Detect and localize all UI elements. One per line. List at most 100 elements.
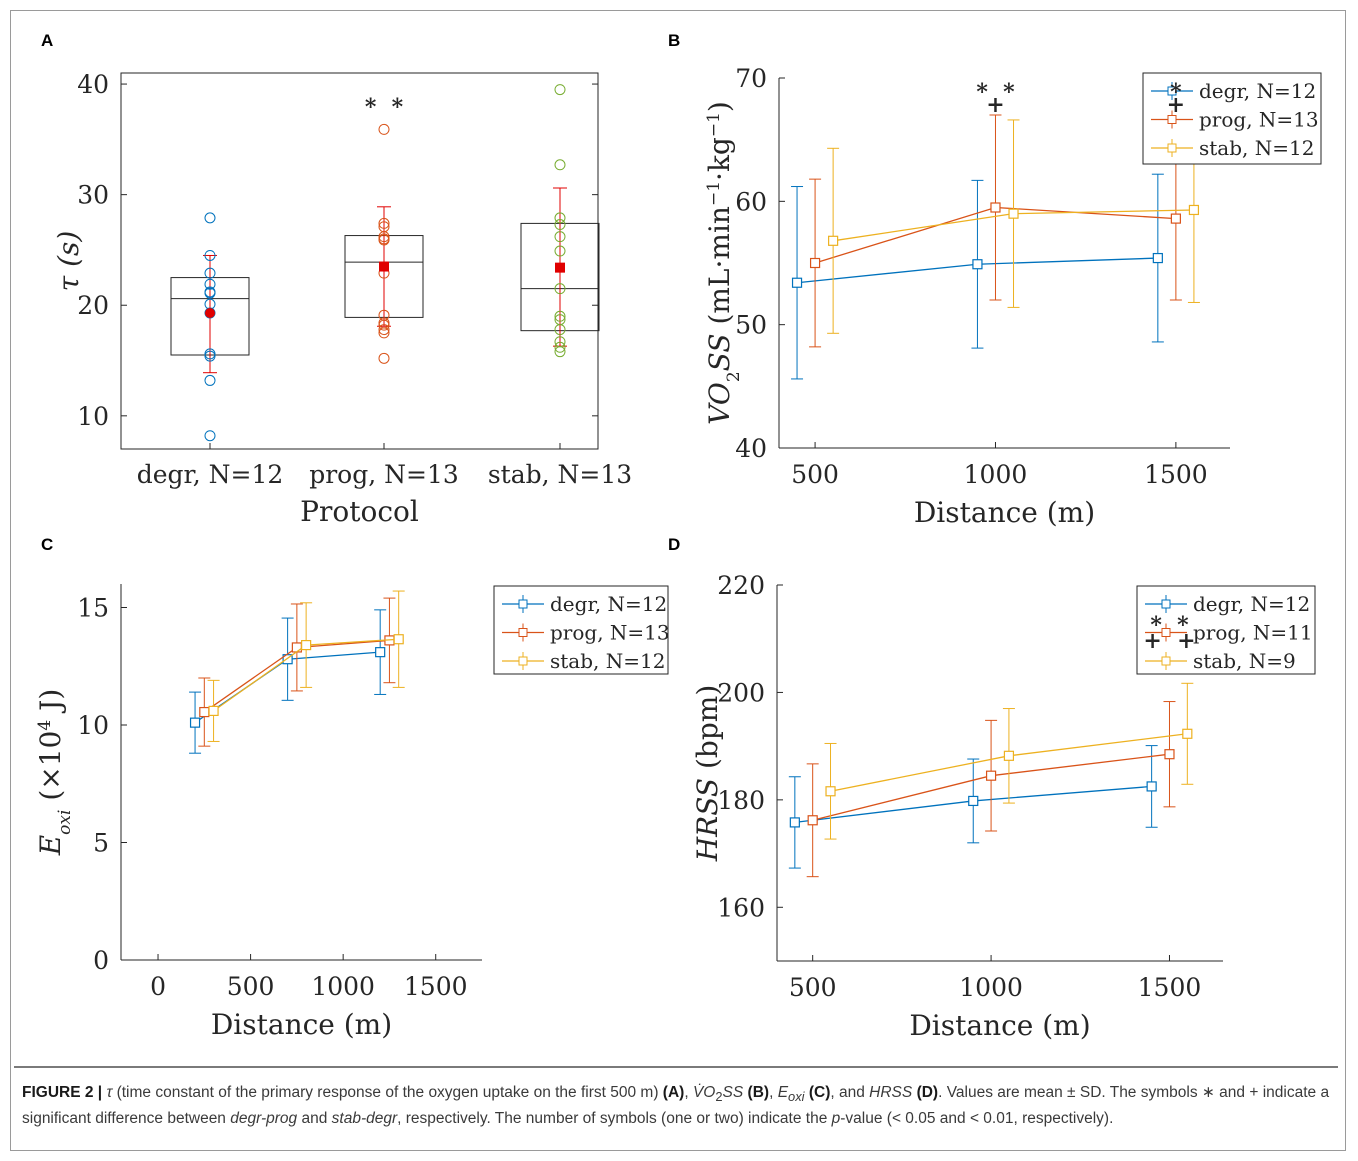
y-tick-label: 200	[717, 678, 765, 707]
data-point	[554, 310, 566, 322]
caption-part: HRSS	[869, 1084, 913, 1101]
y-axis-label-part: )	[703, 101, 736, 112]
y-axis-label-part: (bpm)	[691, 685, 724, 778]
data-point-marker	[828, 235, 839, 246]
y-tick-label: 220	[717, 571, 765, 600]
y-axis-label: τ (s)	[52, 231, 85, 292]
data-point	[204, 287, 216, 299]
data-point-marker	[985, 770, 997, 781]
x-tick-label: 500	[791, 460, 839, 489]
y-axis-label-part: 4	[35, 720, 55, 731]
data-point	[204, 249, 216, 261]
chart-c-eoxi: 0 5 10 15 0 500 1000 1500 Distance (m) Eoxi (×104…	[34, 584, 670, 1041]
y-axis-label-part: ·kg	[703, 137, 736, 181]
y-tick-label: 10	[77, 402, 109, 431]
data-point	[554, 159, 566, 171]
significance-marker: * *	[365, 94, 404, 120]
data-point	[204, 278, 216, 290]
x-tick-label: 1000	[964, 460, 1028, 489]
caption-part: . Values are mean ± SD. The symbols ∗ an…	[22, 1084, 1330, 1128]
caption-part: , and	[830, 1084, 870, 1101]
x-axis-label: Distance (m)	[211, 1008, 392, 1041]
legend-label: degr, N=12	[1199, 79, 1316, 103]
y-tick-label: 10	[77, 711, 109, 740]
caption-part: p	[831, 1110, 841, 1128]
x-tick-label: 500	[227, 972, 275, 1001]
legend-marker	[518, 599, 528, 609]
caption-part: ,	[769, 1084, 778, 1101]
y-tick-label: 40	[735, 434, 767, 463]
caption-part: oxi	[788, 1089, 805, 1105]
legend-marker	[1161, 599, 1171, 609]
data-point-marker	[968, 795, 979, 807]
legend-marker	[1161, 628, 1171, 637]
panel-label-b: B	[668, 31, 681, 50]
data-point	[554, 219, 566, 231]
x-tick-label: prog, N=13	[309, 460, 459, 489]
caption-part: E	[777, 1084, 789, 1101]
y-tick-label: 5	[93, 829, 109, 858]
y-axis-label: HRSS (bpm)	[691, 685, 724, 863]
mean-marker	[555, 262, 565, 273]
data-point	[204, 430, 216, 442]
caption-part: 2	[715, 1089, 723, 1105]
caption-part: (B)	[747, 1084, 770, 1101]
panel-label-a: A	[41, 31, 54, 50]
caption-label: FIGURE 2 |	[22, 1084, 103, 1101]
data-point-marker	[375, 647, 386, 658]
data-point-marker	[990, 202, 1001, 213]
caption-part: -value (< 0.05 and < 0.01, respectively)…	[840, 1110, 1114, 1128]
caption-text: τ (time constant of the primary response…	[22, 1084, 1329, 1127]
data-point-marker	[789, 817, 800, 828]
y-tick-label: 15	[77, 594, 109, 623]
data-point-marker	[807, 815, 818, 826]
y-axis-label-part: E	[34, 835, 67, 856]
y-axis-label-part: 2	[724, 371, 744, 382]
mean-marker	[379, 261, 389, 272]
legend-label: stab, N=9	[1193, 649, 1296, 673]
chart-d-hrss: 160 180 200 220 500 1000 1500 Distance (m) HRSS …	[691, 571, 1316, 1042]
mean-marker	[205, 307, 215, 318]
x-axis-label: Distance (m)	[909, 1009, 1090, 1042]
data-point	[554, 341, 566, 353]
data-point	[204, 350, 216, 362]
data-point-marker	[291, 642, 302, 653]
data-point-marker	[809, 257, 821, 269]
legend-label: prog, N=13	[550, 621, 670, 645]
caption-part: stab-degr	[331, 1110, 398, 1128]
y-tick-label: 0	[93, 946, 109, 975]
significance-marker: + +	[1143, 628, 1195, 654]
data-point-marker	[1008, 208, 1019, 219]
legend-marker	[518, 656, 528, 666]
legend-marker	[1161, 656, 1171, 666]
caption-divider	[14, 1066, 1338, 1068]
caption-part: (time constant of the primary response o…	[112, 1084, 663, 1101]
data-point	[554, 346, 566, 358]
y-tick-label: 60	[735, 187, 767, 216]
data-point	[554, 324, 566, 336]
x-tick-label: 1000	[311, 972, 375, 1001]
data-point-marker	[199, 706, 210, 718]
data-point-marker	[393, 634, 404, 645]
legend-marker	[1167, 143, 1177, 153]
y-tick-label: 40	[77, 70, 109, 99]
y-axis-label: VO2SS (mL·min−1·kg−1)	[703, 101, 744, 425]
y-axis-label-part: (mL·min	[703, 206, 736, 333]
data-point	[554, 84, 566, 96]
chart-a-axes	[120, 72, 599, 450]
panel-label-c: C	[41, 535, 54, 554]
data-point-marker	[1182, 728, 1193, 739]
y-axis-label-part: −1	[704, 181, 724, 206]
x-tick-label: degr, N=12	[137, 460, 284, 489]
legend-label: degr, N=12	[550, 592, 667, 616]
x-tick-label: 0	[150, 972, 166, 1001]
caption-part: SS	[722, 1084, 744, 1101]
x-tick-label: 1500	[1138, 973, 1202, 1002]
caption-part: , respectively. The number of symbols (o…	[397, 1110, 832, 1128]
data-point-marker	[1003, 750, 1015, 761]
chart-b-vo2ss: 40 50 60 70 500 1000 1500 Distance (m) VO2SS (mL…	[703, 64, 1322, 529]
caption-part: (D)	[916, 1084, 939, 1101]
x-tick-label: stab, N=13	[488, 460, 632, 489]
y-axis-label: Eoxi (×104 J)	[34, 689, 75, 857]
data-point-marker	[1152, 252, 1163, 264]
